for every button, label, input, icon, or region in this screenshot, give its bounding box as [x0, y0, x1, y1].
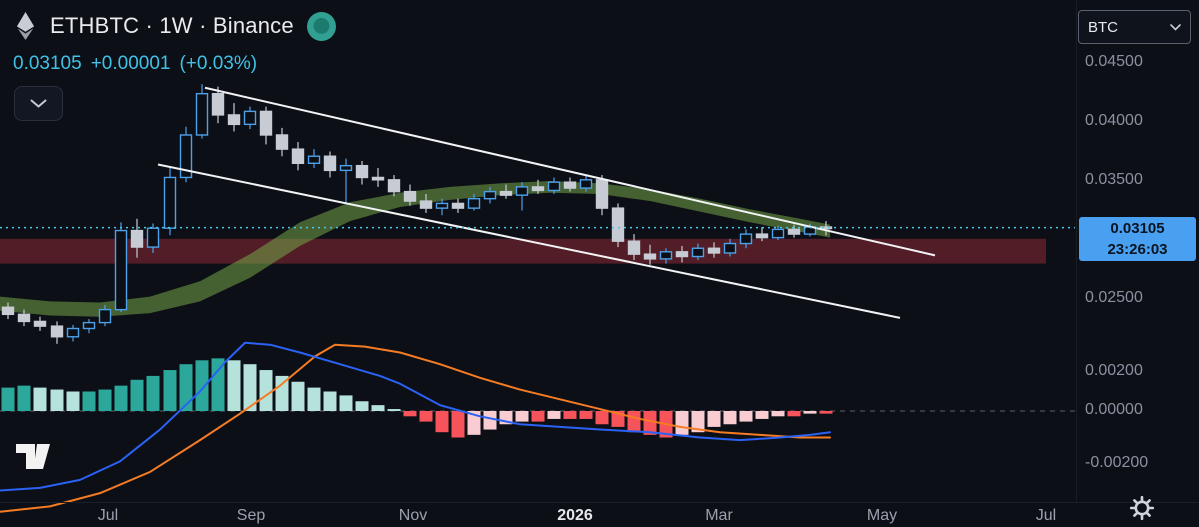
- price-axis-tick: 0.00200: [1085, 362, 1143, 379]
- price-change-percent-text: (+0.03%): [179, 53, 258, 74]
- symbol-title[interactable]: ETHBTC · 1W · Binance: [50, 13, 294, 38]
- price-axis-tick: 0.00000: [1085, 401, 1143, 418]
- price-axis-tick: -0.00200: [1085, 454, 1149, 471]
- chart-header: ETHBTC · 1W · Binance: [14, 11, 336, 41]
- price-row: 0.03105 +0.00001 (+0.03%): [13, 53, 257, 75]
- time-axis-label: Sep: [236, 507, 266, 524]
- settings-gear-icon[interactable]: [1129, 495, 1155, 521]
- chevron-down-icon: [30, 99, 47, 108]
- teal-status-icon[interactable]: [306, 11, 336, 41]
- price-axis-tick: 0.03500: [1085, 171, 1143, 188]
- quote-currency-value: BTC: [1088, 18, 1118, 36]
- time-axis-label: Jul: [1035, 507, 1057, 524]
- time-axis-year-label: 2026: [557, 507, 593, 524]
- bar-countdown: 23:26:03: [1107, 240, 1168, 258]
- price-change-text: +0.00001: [90, 53, 171, 74]
- price-axis-tick: 0.04500: [1085, 53, 1143, 70]
- time-axis-label: Nov: [398, 507, 428, 524]
- collapse-legend-button[interactable]: [14, 86, 63, 121]
- price-axis-tick: 0.02500: [1085, 289, 1143, 306]
- ethereum-logo-icon: [16, 12, 35, 40]
- quote-currency-select[interactable]: BTC: [1078, 10, 1191, 44]
- price-axis-tick: 0.04000: [1085, 112, 1143, 129]
- time-axis-label: Mar: [705, 507, 733, 524]
- last-price-label-value: 0.03105: [1110, 219, 1165, 237]
- tradingview-logo-icon[interactable]: [13, 441, 55, 471]
- last-price-text: 0.03105: [13, 53, 82, 74]
- time-axis-label: May: [866, 507, 898, 524]
- time-axis-label: Jul: [97, 507, 119, 524]
- last-price-label: 0.03105 23:26:03: [1079, 216, 1196, 261]
- time-axis[interactable]: Jul Sep Nov 2026 Mar May Jul: [0, 502, 1199, 527]
- price-axis[interactable]: 0.03105 23:26:03 0.04500 0.04000 0.03500 0.…: [1076, 0, 1199, 502]
- chevron-down-icon: [1170, 23, 1181, 31]
